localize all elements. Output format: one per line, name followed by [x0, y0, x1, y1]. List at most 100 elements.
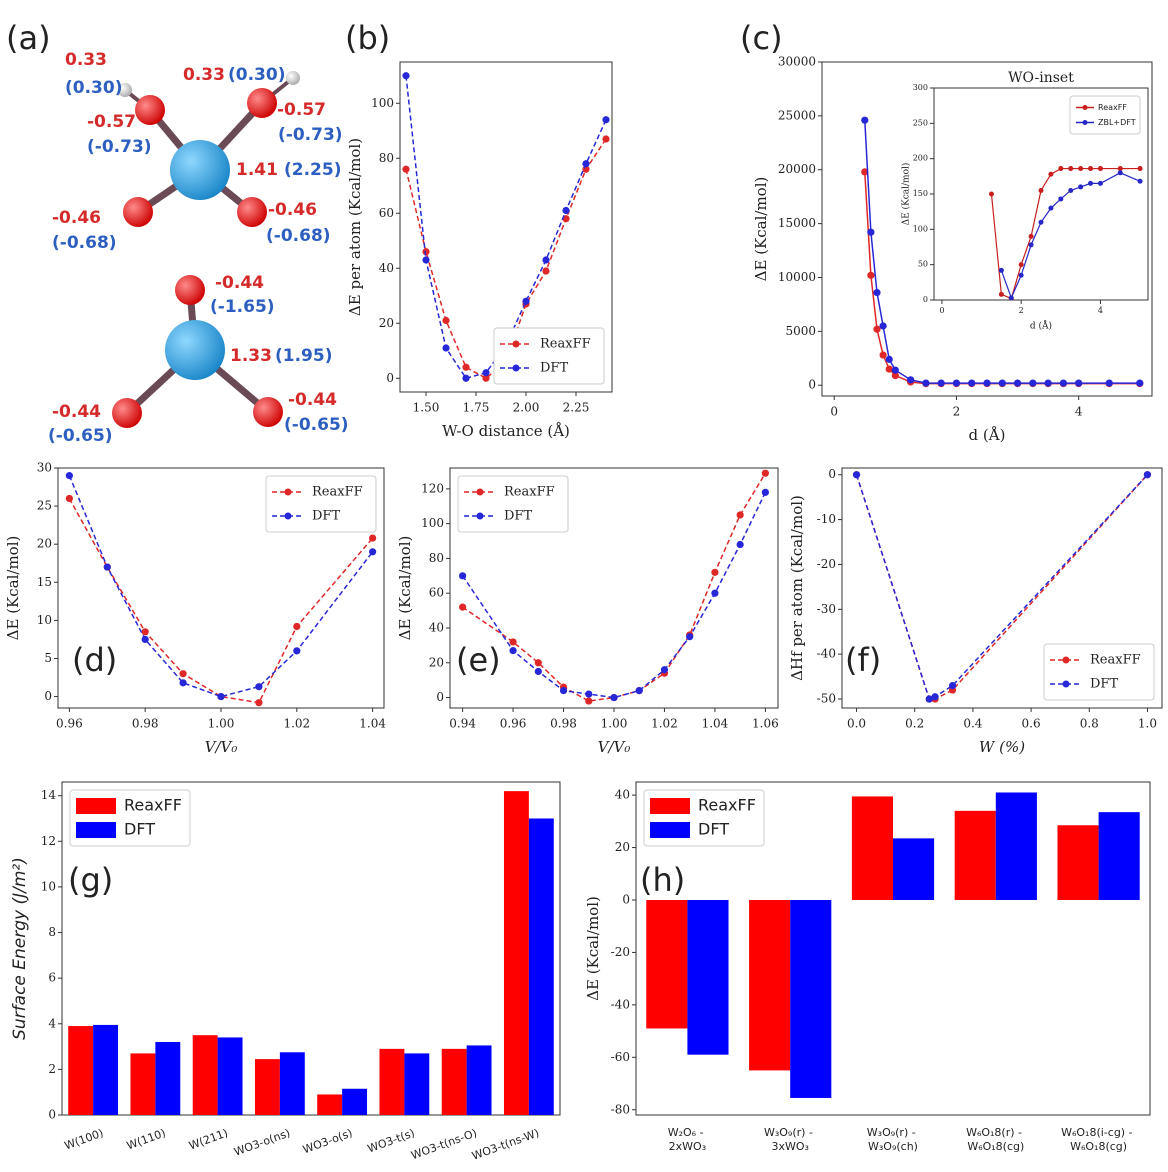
point [1078, 166, 1084, 172]
point [103, 563, 111, 571]
legend-marker [284, 488, 292, 496]
point [422, 256, 430, 264]
y-tick-label: 8 [48, 925, 56, 939]
y-axis-label: ΔE (Kcal/mol) [4, 536, 22, 641]
point [1029, 379, 1037, 387]
x-tick-label: WO3-o(ns) [232, 1126, 292, 1158]
y-tick-label: 25000 [778, 108, 816, 122]
charge-reaxff: -0.57 [87, 112, 136, 132]
point [736, 511, 744, 519]
point [369, 548, 377, 556]
panel-label: (h) [640, 861, 685, 899]
y-tick-label: 0 [44, 689, 52, 703]
charge-reaxff: 1.33 [230, 346, 272, 366]
bar [687, 899, 729, 1055]
legend-marker [512, 340, 520, 348]
point [736, 540, 744, 549]
x-tick-label: 1.0 [1138, 717, 1157, 731]
point [1038, 219, 1044, 225]
y-tick-label: -20 [817, 557, 836, 571]
point [952, 379, 961, 387]
y-tick-label: 15 [37, 575, 52, 589]
legend-label: ReaxFF [312, 485, 363, 500]
point [1088, 166, 1094, 172]
point [255, 683, 263, 691]
x-tick-label: 0.98 [132, 717, 159, 731]
x-tick-label: W₂O₆ - 2xWO₃ [668, 1126, 707, 1153]
y-tick-label: 4 [48, 1016, 56, 1030]
point [1059, 379, 1067, 387]
y-tick-label: 150 [913, 189, 928, 198]
legend-marker [1082, 120, 1088, 125]
point [852, 471, 861, 479]
legend-marker [476, 512, 484, 520]
point [1097, 180, 1103, 186]
point [562, 206, 570, 215]
charge-dft: (0.30) [228, 65, 285, 85]
point [1018, 262, 1024, 268]
bar [995, 792, 1037, 900]
bar [851, 796, 893, 900]
bar [379, 1048, 405, 1115]
y-tick-label: 10 [41, 879, 56, 893]
bar [155, 1042, 181, 1115]
y-tick-label: -50 [817, 692, 836, 706]
legend-marker [476, 488, 484, 496]
point [442, 344, 450, 352]
x-axis-label: W-O distance (Å) [442, 422, 570, 440]
point [711, 568, 719, 576]
x-tick-label: 2 [953, 405, 961, 419]
legend-label: DFT [124, 820, 155, 839]
point [937, 379, 945, 387]
y-tick-label: 20 [379, 316, 394, 330]
y-tick-label: 100 [371, 96, 394, 110]
y-tick-label: 300 [913, 83, 928, 92]
point [542, 267, 550, 275]
y-tick-label: -10 [817, 512, 836, 526]
legend-label: ReaxFF [698, 796, 756, 815]
y-tick-label: 10000 [778, 270, 816, 284]
point [602, 116, 610, 124]
bar [528, 818, 554, 1115]
point [1078, 184, 1084, 190]
point [179, 679, 187, 687]
point [482, 374, 490, 382]
point [509, 647, 517, 655]
x-tick-label: 0.96 [500, 717, 527, 731]
point [482, 369, 490, 377]
point [585, 690, 593, 698]
point [602, 135, 610, 143]
x-tick-label: W₆O₁8(i-cg) - W₆O₁8(cg) [1061, 1126, 1136, 1153]
x-axis-label: d (Å) [969, 426, 1006, 444]
bar [441, 1048, 467, 1115]
legend-marker [1082, 105, 1088, 110]
x-tick-label: 1.00 [208, 717, 235, 731]
x-tick-label: W₃O₉(r) - W₃O₉(ch) [867, 1126, 919, 1153]
point [1028, 242, 1034, 248]
point [462, 363, 470, 371]
y-axis-label: ΔHf per atom (Kcal/mol) [788, 495, 806, 681]
point [1058, 166, 1064, 172]
point [1137, 166, 1143, 172]
point [983, 379, 991, 387]
point [1058, 196, 1064, 202]
legend-label: DFT [504, 509, 532, 524]
y-axis-label: ΔE per atom (Kcal/mol) [346, 138, 364, 316]
x-tick-label: 0.6 [1022, 717, 1041, 731]
point [861, 116, 869, 124]
y-tick-label: 6 [48, 971, 56, 985]
y-tick-label: -40 [817, 647, 836, 661]
x-tick-label: 0 [939, 306, 944, 315]
point [585, 697, 593, 705]
point [462, 374, 470, 382]
legend-marker [1062, 680, 1070, 688]
point [402, 165, 410, 173]
y-tick-label: 40 [429, 621, 444, 635]
plot-marks [68, 791, 554, 1115]
point [1018, 272, 1024, 278]
x-tick-label: 1.02 [651, 717, 678, 731]
point [879, 322, 887, 330]
point [582, 160, 590, 168]
y-tick-label: -60 [611, 1050, 630, 1064]
x-tick-label: W(211) [187, 1126, 229, 1152]
